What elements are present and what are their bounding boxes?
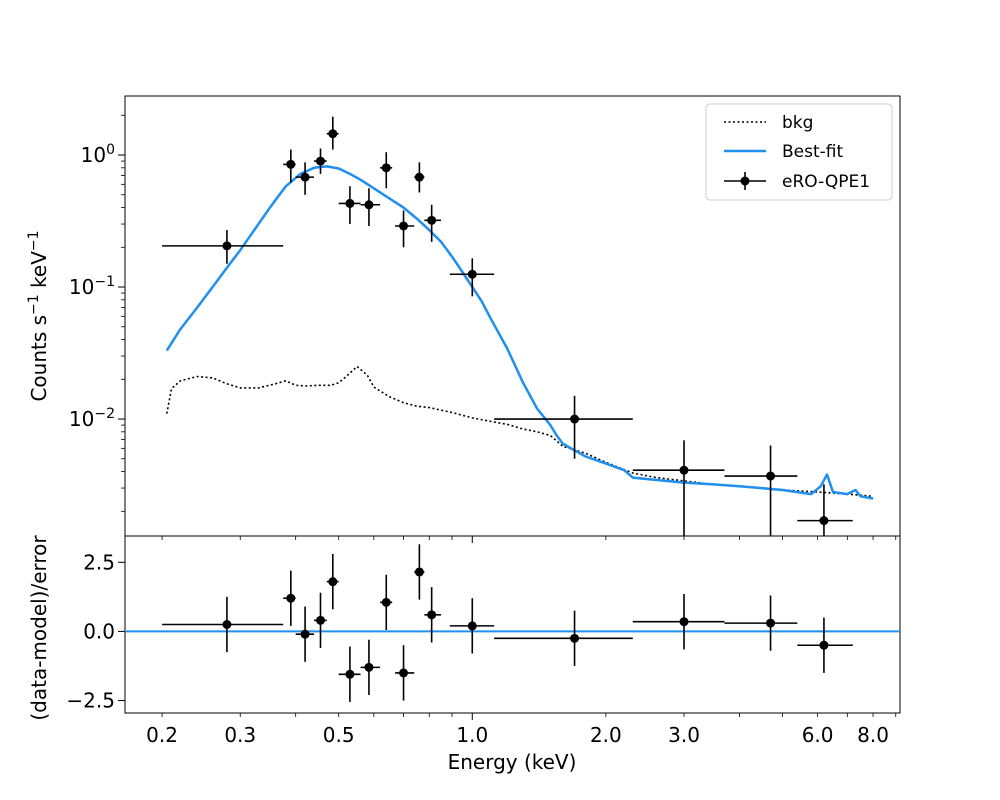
residual-point xyxy=(414,544,425,600)
residual-marker xyxy=(222,620,232,629)
data-marker xyxy=(286,159,296,169)
data-point xyxy=(724,445,798,536)
x-tick-label: 0.3 xyxy=(224,723,256,747)
data-point xyxy=(360,188,381,226)
residual-marker xyxy=(819,640,829,650)
data-point xyxy=(424,204,441,242)
residual-marker xyxy=(381,597,391,607)
x-tick-label: 3.0 xyxy=(668,723,700,747)
data-marker xyxy=(414,172,424,182)
legend-data-swatch xyxy=(724,172,766,190)
data-marker xyxy=(399,221,409,231)
y-tick-label: −2.5 xyxy=(66,689,115,713)
x-tick-label: 1.0 xyxy=(456,723,488,747)
x-axis-label: Energy (keV) xyxy=(448,750,577,774)
data-point xyxy=(338,186,361,225)
y-tick-label: 100 xyxy=(81,142,115,167)
legend-bkg-label: bkg xyxy=(782,113,813,133)
residual-marker xyxy=(399,668,409,678)
data-point xyxy=(295,162,315,195)
legend-bestfit-label: Best-fit xyxy=(782,142,843,162)
data-marker xyxy=(570,414,580,424)
residual-marker xyxy=(679,617,689,627)
residual-point xyxy=(395,645,415,701)
residual-marker xyxy=(414,567,424,577)
legend: bkg Best-fit eRO-QPE1 xyxy=(705,103,893,201)
residual-point xyxy=(797,617,853,673)
legend-frame xyxy=(705,103,893,201)
x-tick-label: 8.0 xyxy=(857,723,889,747)
residual-marker xyxy=(364,662,374,672)
data-point xyxy=(449,258,495,297)
data-point xyxy=(414,162,425,193)
residual-marker xyxy=(328,577,338,587)
data-marker xyxy=(364,200,374,210)
data-marker xyxy=(300,172,310,182)
residual-marker xyxy=(316,615,326,625)
data-marker xyxy=(328,129,338,139)
x-tick-label: 0.5 xyxy=(323,723,355,747)
x-tick-label: 0.2 xyxy=(146,723,178,747)
data-point xyxy=(797,484,853,536)
residual-marker xyxy=(766,618,776,628)
bkg-line xyxy=(166,365,874,498)
x-tick-label: 2.0 xyxy=(590,723,622,747)
data-point xyxy=(494,395,633,459)
data-marker xyxy=(381,163,391,173)
data-marker xyxy=(819,516,829,526)
residual-marker xyxy=(286,593,296,603)
residual-point xyxy=(632,594,725,650)
spectrum-y-axis-label: Counts s−1 keV−1 xyxy=(26,230,51,401)
data-point xyxy=(632,440,725,536)
legend-data-label: eRO-QPE1 xyxy=(782,172,870,192)
data-marker xyxy=(467,269,477,279)
x-tick-label: 6.0 xyxy=(802,723,834,747)
residual-point xyxy=(449,598,495,654)
data-marker xyxy=(345,198,355,208)
y-tick-label: 10−2 xyxy=(69,406,115,431)
data-marker xyxy=(222,241,232,251)
residuals-axes-frame xyxy=(124,535,901,714)
y-tick-label: 2.5 xyxy=(83,550,115,574)
residual-point xyxy=(380,574,393,631)
residual-point xyxy=(162,596,284,653)
y-tick-label: 10−1 xyxy=(69,274,115,299)
residual-marker xyxy=(300,629,310,639)
data-marker xyxy=(316,156,326,166)
residual-point xyxy=(494,610,633,666)
residual-point xyxy=(283,570,296,626)
best-fit-line xyxy=(165,165,874,500)
residual-point xyxy=(724,595,798,651)
residual-marker xyxy=(570,633,580,643)
data-point xyxy=(395,210,415,248)
y-tick-label: 0.0 xyxy=(83,619,115,643)
data-point xyxy=(380,152,393,189)
residual-marker xyxy=(427,610,437,620)
spectrum-panel: 100 10−1 10−2 Counts s−1 keV−1 bkg Best-fi… xyxy=(26,95,901,543)
data-marker xyxy=(766,471,776,481)
data-point xyxy=(283,149,296,183)
data-marker xyxy=(679,465,689,475)
residual-marker xyxy=(467,621,477,631)
residuals-y-axis-label: (data-model)/error xyxy=(27,535,51,721)
residual-point xyxy=(424,587,441,643)
residual-point xyxy=(314,592,327,649)
residual-point xyxy=(360,639,381,696)
residual-point xyxy=(295,606,315,662)
data-point xyxy=(314,148,327,174)
data-marker xyxy=(427,215,437,225)
residual-point xyxy=(326,553,339,610)
data-point xyxy=(162,230,284,264)
data-point xyxy=(326,116,339,150)
residual-point xyxy=(338,646,361,702)
residuals-panel: 2.5 0.0 −2.5 0.2 0.3 0.5 1.0 2.0 3.0 6.0 8.0 (dat… xyxy=(27,535,901,774)
residual-marker xyxy=(345,669,355,679)
